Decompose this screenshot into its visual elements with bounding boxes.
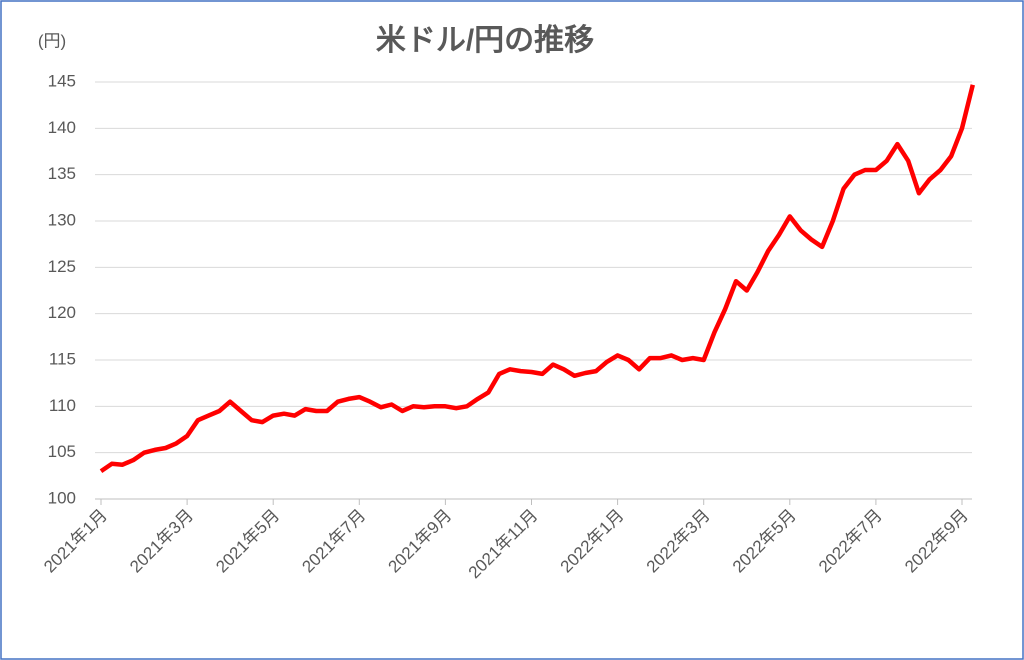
y-tick-label: 145 [48,71,76,90]
y-tick-label: 120 [48,303,76,322]
y-tick-label: 135 [48,164,76,183]
y-tick-label: 130 [48,210,76,229]
y-tick-label: 125 [48,257,76,276]
y-tick-label: 110 [49,396,76,415]
y-tick-label: 100 [48,488,76,507]
y-tick-label: 115 [49,349,76,368]
y-axis-label: (円) [38,31,66,50]
chart-title: 米ドル/円の推移 [376,24,594,57]
data-line [99,84,975,474]
y-tick-label: 140 [48,118,76,137]
y-tick-label: 105 [48,442,76,461]
